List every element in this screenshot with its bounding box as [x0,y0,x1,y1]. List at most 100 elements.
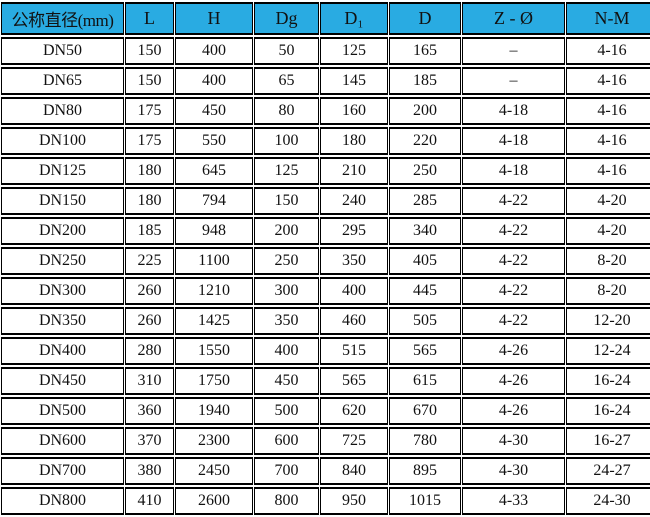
value-cell: 370 [125,427,174,455]
value-cell: 4-22 [462,217,565,245]
value-cell: 460 [320,307,388,335]
value-cell: 4-22 [462,247,565,275]
value-cell: 250 [254,247,319,275]
table-row: DN800 410 2600 800 950 1015 4-33 24-30 [1,487,650,515]
value-cell: 445 [389,277,461,305]
value-cell: 300 [254,277,319,305]
table-row: DN80 175 450 80 160 200 4-18 4-16 [1,97,650,125]
value-cell: 160 [320,97,388,125]
column-header-d: D [389,2,461,35]
value-cell: 2600 [175,487,253,515]
value-cell: 220 [389,127,461,155]
value-cell: 4-16 [566,157,650,185]
value-cell: 500 [254,397,319,425]
value-cell: 4-20 [566,187,650,215]
column-header-d1: D₁ [320,2,388,35]
dn-cell: DN65 [1,67,124,95]
value-cell: 150 [125,37,174,65]
value-cell: 1550 [175,337,253,365]
value-cell: 260 [125,277,174,305]
value-cell: 400 [175,37,253,65]
dn-cell: DN300 [1,277,124,305]
value-cell: 340 [389,217,461,245]
value-cell: 50 [254,37,319,65]
value-cell: 565 [389,337,461,365]
header-row: 公称直径(mm) L H Dg D₁ D Z - Ø N-M [1,2,650,35]
value-cell: 80 [254,97,319,125]
table-row: DN500 360 1940 500 620 670 4-26 16-24 [1,397,650,425]
value-cell: 4-18 [462,127,565,155]
value-cell: 620 [320,397,388,425]
value-cell: 1750 [175,367,253,395]
dn-cell: DN600 [1,427,124,455]
column-header-nominal-diameter: 公称直径(mm) [1,2,124,35]
value-cell: 12-24 [566,337,650,365]
value-cell: 1100 [175,247,253,275]
table-row: DN65 150 400 65 145 185 – 4-16 [1,67,650,95]
dn-cell: DN250 [1,247,124,275]
value-cell: 4-16 [566,37,650,65]
value-cell: 950 [320,487,388,515]
value-cell: 405 [389,247,461,275]
value-cell: 700 [254,457,319,485]
dn-cell: DN700 [1,457,124,485]
column-header-z-diameter: Z - Ø [462,2,565,35]
value-cell: 4-18 [462,157,565,185]
value-cell: 645 [175,157,253,185]
value-cell: 780 [389,427,461,455]
dn-cell: DN350 [1,307,124,335]
value-cell: 150 [125,67,174,95]
value-cell: 180 [125,187,174,215]
value-cell: 4-33 [462,487,565,515]
value-cell: 150 [254,187,319,215]
table-row: DN250 225 1100 250 350 405 4-22 8-20 [1,247,650,275]
value-cell: 4-20 [566,217,650,245]
table-row: DN400 280 1550 400 515 565 4-26 12-24 [1,337,650,365]
value-cell: 180 [320,127,388,155]
value-cell: 165 [389,37,461,65]
column-header-l: L [125,2,174,35]
value-cell: 410 [125,487,174,515]
value-cell: 725 [320,427,388,455]
value-cell: 16-27 [566,427,650,455]
value-cell: 285 [389,187,461,215]
value-cell: 65 [254,67,319,95]
dn-cell: DN450 [1,367,124,395]
value-cell: 1425 [175,307,253,335]
value-cell: 450 [175,97,253,125]
value-cell: 1015 [389,487,461,515]
value-cell: 4-22 [462,277,565,305]
value-cell: 615 [389,367,461,395]
table-row: DN200 185 948 200 295 340 4-22 4-20 [1,217,650,245]
value-cell: 185 [125,217,174,245]
table-row: DN50 150 400 50 125 165 – 4-16 [1,37,650,65]
value-cell: 185 [389,67,461,95]
value-cell: 310 [125,367,174,395]
value-cell: 210 [320,157,388,185]
value-cell: 350 [320,247,388,275]
table-row: DN125 180 645 125 210 250 4-18 4-16 [1,157,650,185]
value-cell: 125 [254,157,319,185]
value-cell: 670 [389,397,461,425]
value-cell: 895 [389,457,461,485]
table-row: DN300 260 1210 300 400 445 4-22 8-20 [1,277,650,305]
value-cell: 350 [254,307,319,335]
value-cell: 565 [320,367,388,395]
value-cell: 24-27 [566,457,650,485]
table-row: DN350 260 1425 350 460 505 4-22 12-20 [1,307,650,335]
value-cell: 840 [320,457,388,485]
value-cell: 515 [320,337,388,365]
value-cell: 200 [254,217,319,245]
value-cell: 400 [254,337,319,365]
dn-cell: DN400 [1,337,124,365]
value-cell: 450 [254,367,319,395]
value-cell: 505 [389,307,461,335]
value-cell: 2300 [175,427,253,455]
value-cell: 8-20 [566,277,650,305]
table-row: DN600 370 2300 600 725 780 4-30 16-27 [1,427,650,455]
value-cell: 800 [254,487,319,515]
value-cell: – [462,37,565,65]
value-cell: 225 [125,247,174,275]
value-cell: 794 [175,187,253,215]
